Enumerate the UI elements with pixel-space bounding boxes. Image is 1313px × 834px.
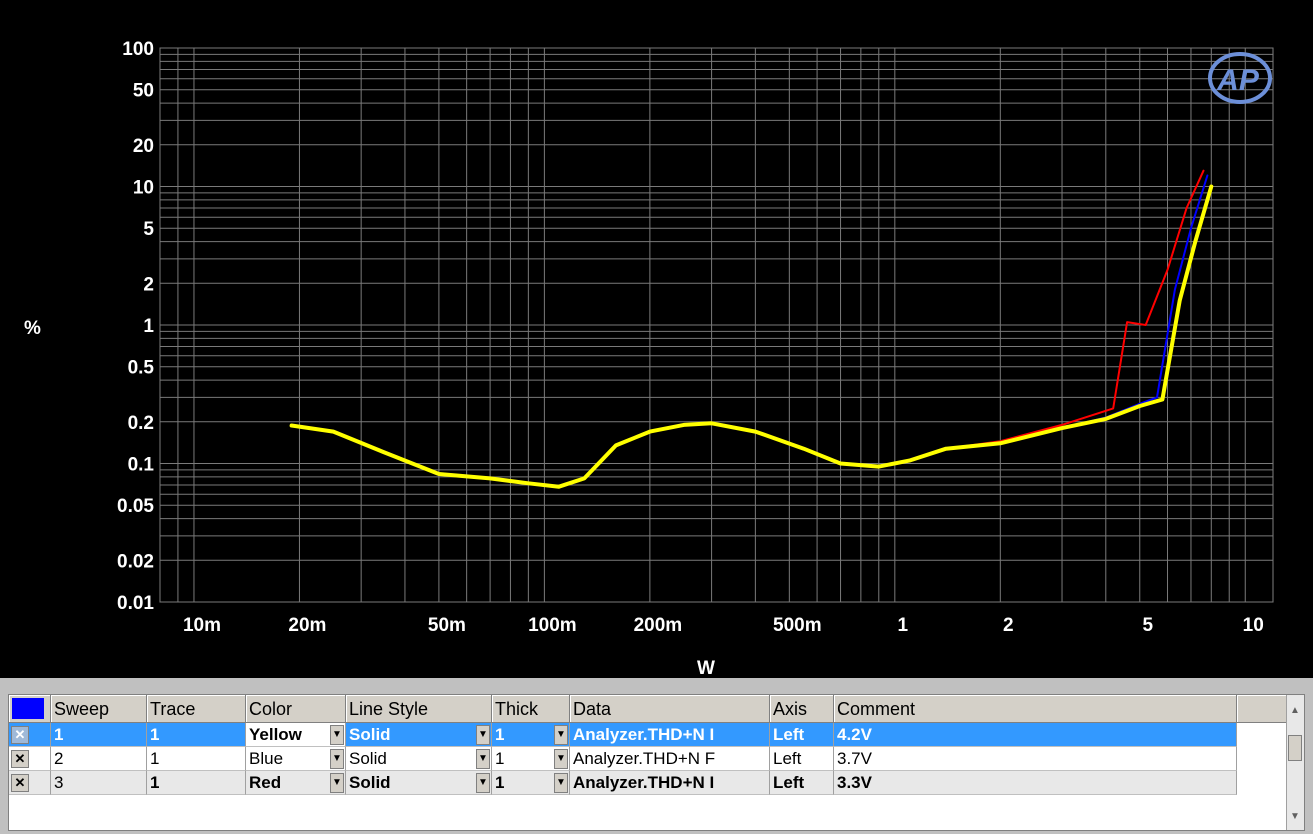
- scroll-down-icon[interactable]: ▼: [1290, 811, 1300, 822]
- y-tick-labels: 100 50 20 10 5 2 1 0.5 0.2 0.1 0.05 0.02 0.01: [117, 39, 154, 614]
- row-3-sweep[interactable]: 3: [51, 771, 147, 795]
- chevron-down-icon[interactable]: ▼: [554, 773, 568, 793]
- x-axis-label: W: [697, 658, 715, 678]
- y-tick-label: 2: [143, 274, 154, 295]
- row-1-line-style[interactable]: Solid ▼: [346, 723, 492, 747]
- y-tick-label: 10: [133, 178, 154, 199]
- row-1-data[interactable]: Analyzer.THD+N I: [570, 723, 770, 747]
- y-axis-label: %: [24, 318, 41, 339]
- row-3-axis[interactable]: Left: [770, 771, 834, 795]
- x-tick-label: 100m: [528, 615, 577, 636]
- row-3-trace[interactable]: 1: [147, 771, 246, 795]
- y-tick-label: 100: [122, 39, 154, 60]
- thd-chart: 100 50 20 10 5 2 1 0.5 0.2 0.1 0.05 0.02 0.01 10m 20m…: [24, 39, 1274, 678]
- row-1-sweep[interactable]: 1: [51, 723, 147, 747]
- row-3-color[interactable]: Red ▼: [246, 771, 346, 795]
- y-tick-label: 1: [143, 316, 154, 337]
- chevron-down-icon[interactable]: ▼: [476, 773, 490, 793]
- x-tick-label: 200m: [634, 615, 683, 636]
- header-sweep[interactable]: Sweep: [51, 695, 147, 723]
- header-thick[interactable]: Thick: [492, 695, 570, 723]
- row-2-line-style-value: Solid: [349, 749, 387, 768]
- row-2-axis[interactable]: Left: [770, 747, 834, 771]
- row-2-thick-value: 1: [495, 749, 505, 768]
- chevron-down-icon[interactable]: ▼: [554, 725, 568, 745]
- row-1-line-style-value: Solid: [349, 725, 391, 744]
- ap-logo-text: AP: [1216, 64, 1260, 97]
- ap-logo: AP: [1208, 52, 1272, 104]
- header-axis[interactable]: Axis: [770, 695, 834, 723]
- y-tick-label: 5: [143, 219, 154, 240]
- x-tick-label: 20m: [288, 615, 326, 636]
- grid-lines: [159, 47, 1273, 603]
- row-1-check[interactable]: ✕: [9, 723, 51, 747]
- row-2-sweep[interactable]: 2: [51, 747, 147, 771]
- legend-grid[interactable]: Sweep Trace Color Line Style Thick Data …: [8, 694, 1305, 831]
- x-tick-label: 5: [1142, 615, 1153, 636]
- chevron-down-icon[interactable]: ▼: [330, 749, 344, 769]
- x-tick-label: 10m: [183, 615, 221, 636]
- y-tick-label: 0.02: [117, 551, 154, 572]
- row-1-color-value: Yellow: [249, 725, 302, 744]
- row-1-color[interactable]: Yellow ▼: [246, 723, 346, 747]
- row-2-data[interactable]: Analyzer.THD+N F: [570, 747, 770, 771]
- row-3-visible-checkbox[interactable]: ✕: [11, 774, 29, 792]
- x-tick-label: 1: [898, 615, 909, 636]
- row-3-thick-value: 1: [495, 773, 505, 792]
- row-3-data[interactable]: Analyzer.THD+N I: [570, 771, 770, 795]
- row-2-visible-checkbox[interactable]: ✕: [11, 750, 29, 768]
- y-tick-label: 20: [133, 136, 154, 157]
- row-2-check[interactable]: ✕: [9, 747, 51, 771]
- header-line-style[interactable]: Line Style: [346, 695, 492, 723]
- graph-panel: 100 50 20 10 5 2 1 0.5 0.2 0.1 0.05 0.02 0.01 10m 20m…: [0, 0, 1313, 678]
- row-1-trace[interactable]: 1: [147, 723, 246, 747]
- row-3-line-style-value: Solid: [349, 773, 391, 792]
- row-2-color[interactable]: Blue ▼: [246, 747, 346, 771]
- chevron-down-icon[interactable]: ▼: [476, 749, 490, 769]
- row-1-thick[interactable]: 1 ▼: [492, 723, 570, 747]
- row-3-check[interactable]: ✕: [9, 771, 51, 795]
- scroll-up-icon[interactable]: ▲: [1290, 705, 1300, 716]
- series-lines: [289, 169, 1214, 489]
- chevron-down-icon[interactable]: ▼: [554, 749, 568, 769]
- chevron-down-icon[interactable]: ▼: [330, 773, 344, 793]
- x-tick-label: 500m: [773, 615, 822, 636]
- chevron-down-icon[interactable]: ▼: [330, 725, 344, 745]
- y-tick-label: 0.05: [117, 496, 154, 517]
- row-3-color-value: Red: [249, 773, 282, 792]
- y-tick-label: 0.2: [128, 413, 154, 434]
- x-tick-label: 50m: [428, 615, 466, 636]
- x-tick-label: 10: [1243, 615, 1264, 636]
- row-1-thick-value: 1: [495, 725, 505, 744]
- row-1-comment[interactable]: 4.2V: [834, 723, 1237, 747]
- row-2-color-value: Blue: [249, 749, 284, 768]
- header-blank: [1237, 695, 1287, 723]
- scroll-thumb[interactable]: [1288, 735, 1302, 761]
- row-3-thick[interactable]: 1 ▼: [492, 771, 570, 795]
- y-tick-label: 0.5: [128, 358, 155, 379]
- header-comment[interactable]: Comment: [834, 695, 1237, 723]
- y-tick-label: 0.01: [117, 593, 154, 614]
- row-3-comment[interactable]: 3.3V: [834, 771, 1237, 795]
- color-swatch-header[interactable]: [9, 695, 51, 723]
- chevron-down-icon[interactable]: ▼: [476, 725, 490, 745]
- row-2-thick[interactable]: 1 ▼: [492, 747, 570, 771]
- legend-scrollbar[interactable]: ▲ ▼: [1286, 695, 1304, 830]
- row-1-axis[interactable]: Left: [770, 723, 834, 747]
- header-trace[interactable]: Trace: [147, 695, 246, 723]
- row-3-line-style[interactable]: Solid ▼: [346, 771, 492, 795]
- row-2-comment[interactable]: 3.7V: [834, 747, 1237, 771]
- y-tick-label: 0.1: [128, 455, 155, 476]
- series-line-4.2V: [289, 184, 1214, 489]
- x-tick-label: 2: [1003, 615, 1014, 636]
- row-2-line-style[interactable]: Solid ▼: [346, 747, 492, 771]
- x-tick-labels: 10m 20m 50m 100m 200m 500m 1 2 5 10: [183, 615, 1264, 636]
- y-tick-label: 50: [133, 81, 154, 102]
- row-1-visible-checkbox[interactable]: ✕: [11, 726, 29, 744]
- header-color[interactable]: Color: [246, 695, 346, 723]
- row-2-trace[interactable]: 1: [147, 747, 246, 771]
- header-data[interactable]: Data: [570, 695, 770, 723]
